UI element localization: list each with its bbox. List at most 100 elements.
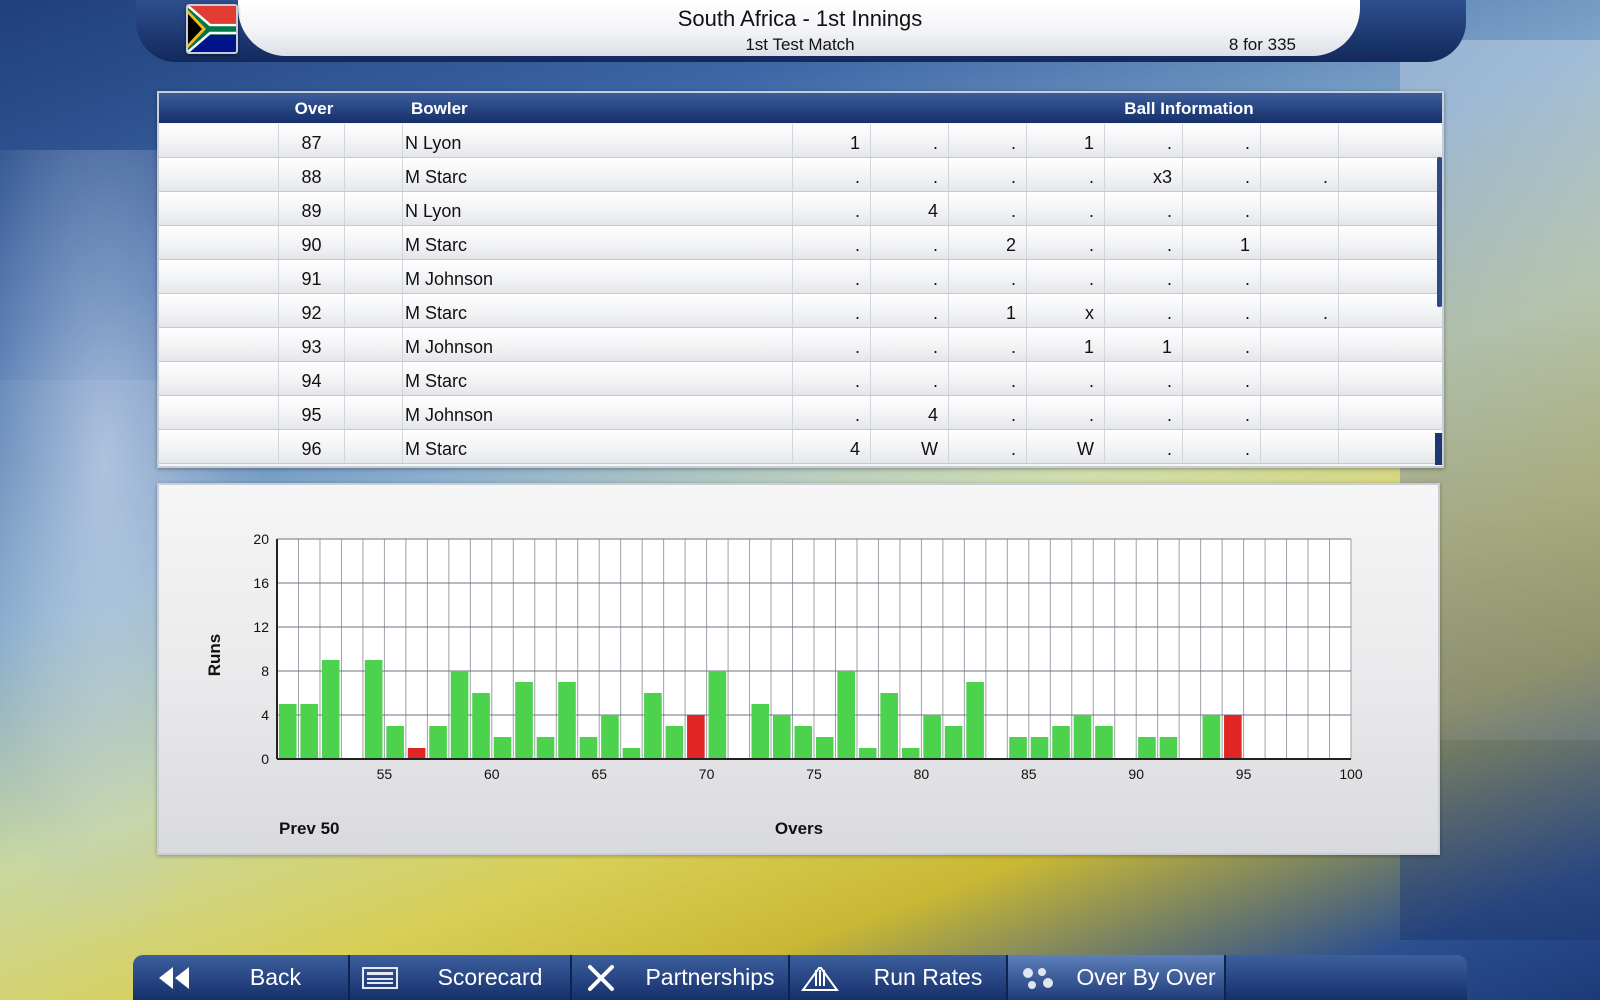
row-spacer xyxy=(159,226,279,259)
south-africa-flag-icon xyxy=(186,4,238,54)
ball-result: . xyxy=(1105,396,1183,429)
y-tick-label: 8 xyxy=(261,663,269,679)
row-spacer xyxy=(345,294,403,327)
row-spacer xyxy=(345,328,403,361)
ball-result: 1 xyxy=(1027,124,1105,157)
bottom-nav-bar: Back Scorecard Partnerships Run Rates Ov… xyxy=(133,955,1467,1000)
table-row: 91 M Johnson...... xyxy=(159,260,1442,294)
ball-result: . xyxy=(793,396,871,429)
row-spacer xyxy=(1351,124,1442,157)
x-tick-label: 75 xyxy=(806,766,822,782)
row-spacer xyxy=(159,260,279,293)
runs-bar xyxy=(815,737,834,759)
match-subtitle: 1st Test Match xyxy=(745,35,855,54)
ball-result: . xyxy=(949,260,1027,293)
partnerships-label: Partnerships xyxy=(645,964,775,990)
bowler-name: M Starc xyxy=(403,158,793,191)
runs-bar xyxy=(1202,715,1221,759)
ball-result: . xyxy=(1105,124,1183,157)
table-row: 88 M Starc.... x3.. xyxy=(159,158,1442,192)
ball-result xyxy=(1261,260,1339,293)
back-button[interactable]: Back xyxy=(143,955,350,1000)
ball-result: . xyxy=(1183,328,1261,361)
ball-result: . xyxy=(1183,396,1261,429)
runs-bar xyxy=(923,715,941,759)
row-spacer xyxy=(159,328,279,361)
bowler-name: M Starc xyxy=(403,294,793,327)
runs-bar xyxy=(515,682,533,759)
ball-result: 1 xyxy=(1105,328,1183,361)
row-spacer xyxy=(345,192,403,225)
table-scroll-thumb[interactable] xyxy=(1435,433,1442,465)
partnerships-button[interactable]: Partnerships xyxy=(572,955,790,1000)
bowler-name: M Johnson xyxy=(403,396,793,429)
row-spacer xyxy=(1351,192,1442,225)
ball-result: . xyxy=(1105,260,1183,293)
ball-result: 4 xyxy=(871,396,949,429)
row-spacer xyxy=(345,226,403,259)
prev-50-button[interactable]: Prev 50 xyxy=(279,819,340,838)
ball-result xyxy=(1261,396,1339,429)
ball-result: . xyxy=(1027,396,1105,429)
ball-result: . xyxy=(1027,362,1105,395)
bowler-name: N Lyon xyxy=(403,124,793,157)
runs-bar xyxy=(966,682,984,759)
run-rates-label: Run Rates xyxy=(873,964,983,990)
runs-bar xyxy=(321,660,340,759)
column-header-ball-information: Ball Information xyxy=(1124,99,1254,118)
table-scrollbar[interactable] xyxy=(1437,157,1442,307)
ball-result: . xyxy=(1027,226,1105,259)
ball-result: . xyxy=(1183,192,1261,225)
runs-bar xyxy=(1138,737,1156,759)
scorecard-button[interactable]: Scorecard xyxy=(350,955,572,1000)
ball-result: . xyxy=(1183,362,1261,395)
runs-bar xyxy=(300,704,319,759)
run-rates-button[interactable]: Run Rates xyxy=(790,955,1008,1000)
over-number: 90 xyxy=(279,226,345,259)
row-spacer xyxy=(345,158,403,191)
ball-result: x3 xyxy=(1105,158,1183,191)
crossed-bats-icon xyxy=(572,963,632,993)
ball-result: . xyxy=(949,328,1027,361)
balls-icon xyxy=(1008,964,1068,992)
runs-bar xyxy=(880,693,898,759)
row-spacer xyxy=(159,124,279,157)
scorecard-icon xyxy=(350,965,410,991)
ball-result: . xyxy=(1261,294,1339,327)
runs-bar xyxy=(772,715,791,759)
ball-result: . xyxy=(793,294,871,327)
y-tick-label: 0 xyxy=(261,751,269,767)
runs-bar xyxy=(601,715,619,759)
ball-result: . xyxy=(871,158,949,191)
ball-result: . xyxy=(949,430,1027,463)
ball-result: . xyxy=(1183,158,1261,191)
table-row: 93 M Johnson... 1 1. xyxy=(159,328,1442,362)
wicket-over-bar xyxy=(687,715,705,759)
ball-result: . xyxy=(1105,294,1183,327)
ball-result: . xyxy=(793,260,871,293)
ball-result: . xyxy=(1027,260,1105,293)
over-number: 92 xyxy=(279,294,345,327)
over-by-over-button[interactable]: Over By Over xyxy=(1008,955,1226,1000)
runs-bar xyxy=(558,682,576,759)
ball-result xyxy=(1261,328,1339,361)
ball-result: . xyxy=(793,328,871,361)
runs-bar xyxy=(579,737,598,759)
over-table: Over Bowler Ball Information 87 N Lyon 1..… xyxy=(157,91,1444,468)
ball-result: . xyxy=(793,158,871,191)
row-spacer xyxy=(159,396,279,429)
ball-result xyxy=(1261,362,1339,395)
runs-bar xyxy=(1159,737,1178,759)
ball-result: 2 xyxy=(949,226,1027,259)
row-spacer xyxy=(1351,396,1442,429)
ball-result: 4 xyxy=(871,192,949,225)
ball-result: . xyxy=(1105,430,1183,463)
runs-bar xyxy=(622,748,641,759)
row-spacer xyxy=(345,260,403,293)
over-number: 88 xyxy=(279,158,345,191)
ball-result: 1 xyxy=(793,124,871,157)
ball-result: . xyxy=(793,192,871,225)
over-by-over-label: Over By Over xyxy=(1076,964,1216,990)
row-spacer xyxy=(1351,260,1442,293)
ball-result: . xyxy=(1105,226,1183,259)
